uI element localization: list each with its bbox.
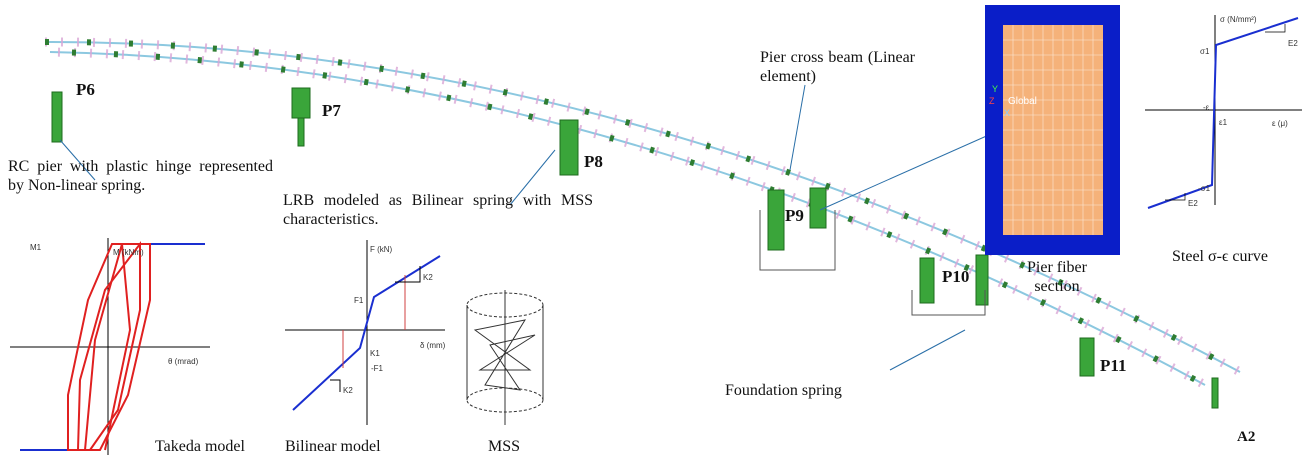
annotation: LRB modeled as Bilinear spring with MSS … (283, 191, 593, 229)
axis-label: θ (mrad) (168, 352, 198, 371)
annotation: Foundation spring (725, 381, 842, 400)
pier-label: P7 (322, 101, 341, 120)
point-label: -σ1 (1198, 179, 1210, 198)
mss-drawing (467, 290, 543, 425)
axis-label: δ (mm) (420, 336, 445, 355)
caption: MSS (488, 437, 520, 455)
caption: Bilinear model (285, 437, 381, 455)
pier-label: P6 (76, 80, 95, 99)
pier-label: P10 (942, 267, 969, 286)
point-label: K2 (343, 381, 353, 400)
axis-label: Global (1008, 92, 1037, 111)
point-label: -ε (1203, 98, 1209, 117)
fiber-section (985, 5, 1120, 255)
axis-label: X (1004, 104, 1010, 123)
abutment-label: A2 (1237, 428, 1255, 447)
point-label: E2 (1288, 34, 1298, 53)
caption: Pier fiber section (1022, 258, 1092, 296)
pier-label: P11 (1100, 356, 1126, 375)
pier-frames (760, 210, 985, 315)
point-label: σ1 (1200, 42, 1209, 61)
axis-label: ε (μ) (1272, 114, 1288, 133)
caption: Takeda model (155, 437, 245, 455)
annotation: Pier cross beam (Linear element) (760, 48, 915, 86)
pier-label: P8 (584, 152, 603, 171)
annotation: RC pier with plastic hinge represented b… (8, 157, 273, 195)
drawing (0, 0, 1311, 455)
axis-label: Z (989, 92, 995, 111)
figure: P6 P7 P8 P9 P10 P11 A2 Pier cross beam (… (0, 0, 1311, 455)
pier-label: P9 (785, 206, 804, 225)
point-label: K2 (423, 268, 433, 287)
caption: Steel σ-ϵ curve (1172, 247, 1268, 266)
axis-label: F (kN) (370, 240, 392, 259)
point-label: F1 (354, 291, 363, 310)
point-label: K1 (370, 344, 380, 363)
point-label: M1 (30, 238, 41, 257)
axis-label: M (kNm) (113, 243, 144, 262)
takeda-chart (10, 238, 210, 455)
bilinear-chart (285, 240, 445, 425)
axis-label: σ (N/mm²) (1220, 10, 1256, 29)
steel-chart (1145, 15, 1302, 208)
point-label: E2 (1188, 194, 1198, 213)
point-label: ε1 (1219, 113, 1227, 132)
